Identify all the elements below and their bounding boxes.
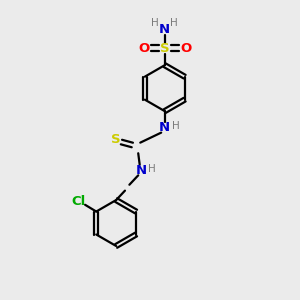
- Text: Cl: Cl: [71, 195, 86, 208]
- Text: S: S: [111, 133, 121, 146]
- Text: S: S: [160, 42, 169, 55]
- Text: H: H: [172, 121, 180, 131]
- Text: N: N: [159, 23, 170, 36]
- Text: H: H: [152, 18, 159, 28]
- Text: N: N: [159, 121, 170, 134]
- Text: O: O: [138, 42, 149, 55]
- Text: H: H: [170, 18, 178, 28]
- Text: O: O: [180, 42, 191, 55]
- Text: N: N: [136, 164, 147, 176]
- Text: H: H: [148, 164, 156, 173]
